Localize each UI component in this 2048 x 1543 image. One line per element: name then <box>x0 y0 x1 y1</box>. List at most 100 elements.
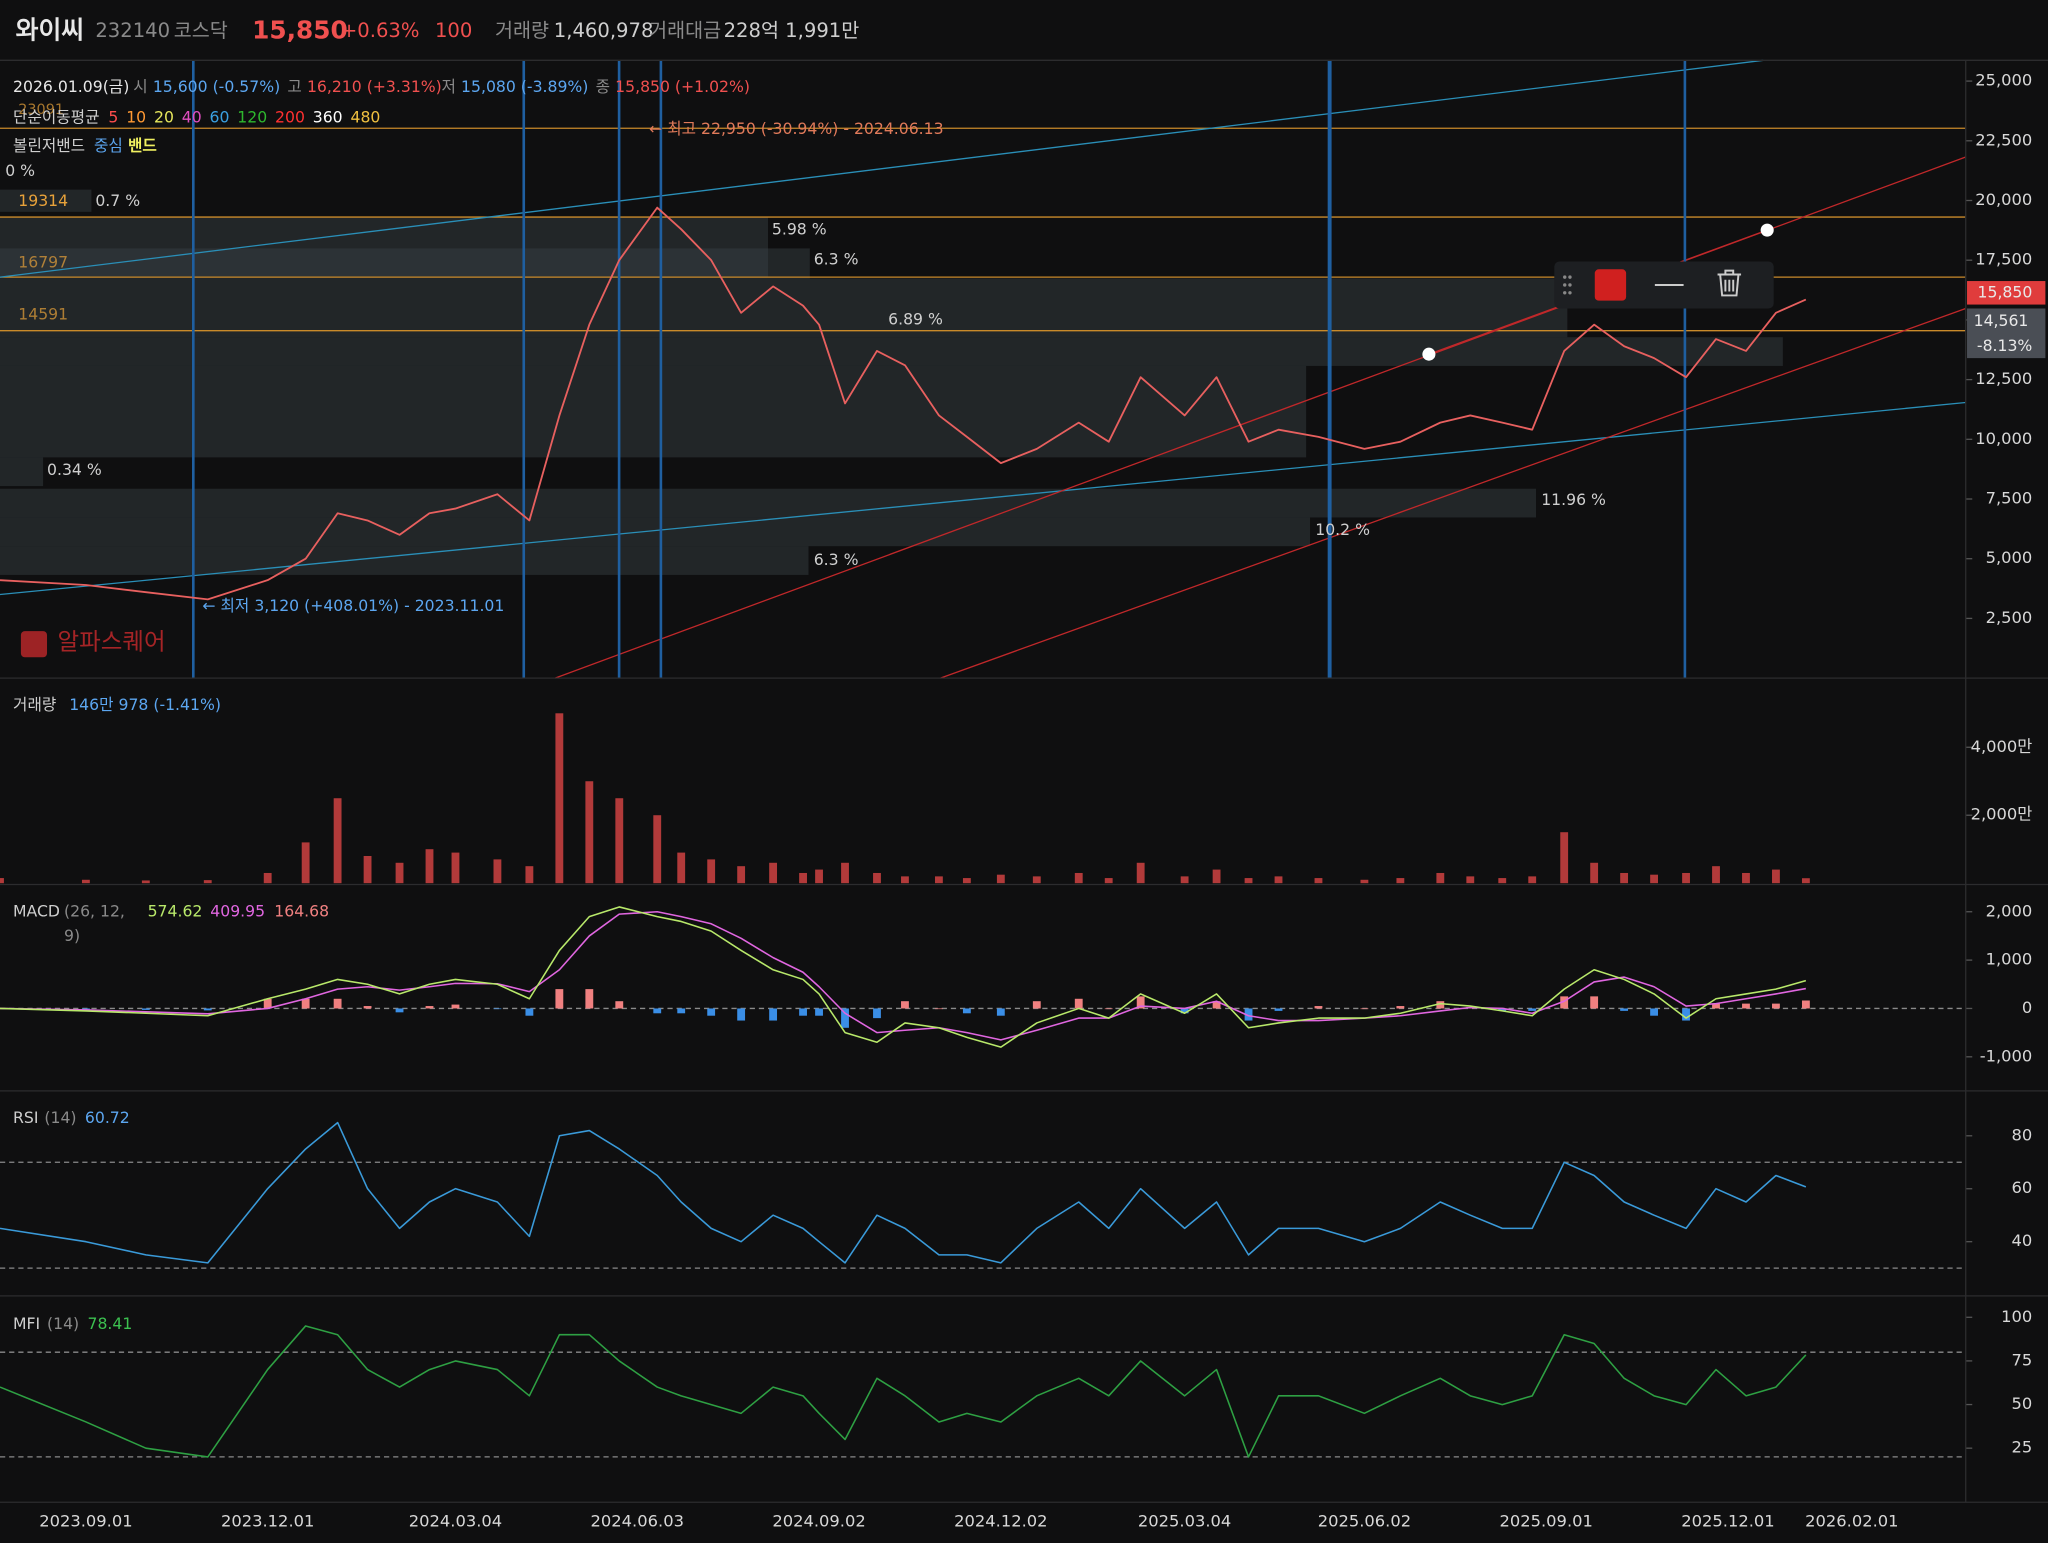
bar <box>799 872 807 884</box>
y-tick-label: 12,500 <box>1975 369 2032 388</box>
profile-box <box>0 217 768 278</box>
profile-box <box>0 457 44 487</box>
plots: 2,5005,0007,50010,00012,50015,00017,5002… <box>0 71 2033 1530</box>
bollinger-label: 볼린저밴드 <box>13 136 85 155</box>
x-tick-label: 2024.12.02 <box>954 1511 1047 1530</box>
profile-label: 6.3 % <box>814 550 859 569</box>
bar <box>615 798 624 884</box>
last-price-tag <box>1967 281 2046 305</box>
color-button[interactable] <box>1594 269 1627 301</box>
low-annotation: ← 최저 3,120 (+408.01%) - 2023.11.01 <box>202 596 504 615</box>
bar <box>333 998 342 1009</box>
bar <box>1180 876 1189 884</box>
bar <box>707 1008 716 1016</box>
bar <box>525 1008 534 1016</box>
open: 15,600 (-0.57%) <box>153 77 280 96</box>
bar <box>1032 1001 1041 1009</box>
mfi-params: (14) <box>47 1314 79 1333</box>
panel-frames <box>0 59 2048 1503</box>
price: 15,850 <box>252 16 348 45</box>
macd-params: 9) <box>64 926 80 945</box>
bar <box>1104 1008 1113 1010</box>
change: +0.63% <box>341 19 420 42</box>
bar <box>841 1008 849 1028</box>
y-tick-label: 20,000 <box>1975 190 2032 209</box>
bar <box>263 872 272 884</box>
bar <box>934 1008 943 1010</box>
bar <box>677 1008 686 1014</box>
drag-handle[interactable] <box>1563 291 1567 295</box>
x-tick-label: 2025.12.01 <box>1681 1511 1774 1530</box>
bar <box>81 879 90 884</box>
quantity: 100 <box>435 19 472 42</box>
bar <box>1314 1006 1323 1009</box>
bar <box>1244 1008 1253 1021</box>
profile-box <box>0 517 1311 547</box>
drag-handle[interactable] <box>1568 283 1572 287</box>
y-tick-label: 10,000 <box>1975 429 2032 448</box>
bar <box>799 1008 807 1016</box>
bar <box>873 872 881 884</box>
bar <box>555 989 564 1009</box>
trend-line <box>940 307 1966 679</box>
bar <box>141 1008 150 1010</box>
date: 2026.01.09(금) <box>13 77 129 96</box>
trend-line <box>0 401 1966 596</box>
drag-handle[interactable] <box>1568 275 1572 279</box>
level-label: 23091 <box>18 102 64 118</box>
profile-box <box>0 189 92 212</box>
watermark-logo <box>20 631 48 658</box>
profile-label: 5.98 % <box>772 220 827 239</box>
bar <box>962 878 971 884</box>
close-label: 종 <box>596 77 610 96</box>
bar <box>901 876 909 884</box>
bar <box>1436 1001 1445 1009</box>
profile-label: 0.34 % <box>47 460 102 479</box>
drag-handle[interactable] <box>1563 283 1567 287</box>
amount-label: 거래대금 <box>649 19 721 42</box>
stock-name: 와이씨 <box>16 16 84 45</box>
y-tick-label: 4,000만 <box>1971 737 2033 756</box>
drag-handle[interactable] <box>1563 275 1567 279</box>
profile-label: 11.96 % <box>1541 490 1606 509</box>
drag-handle[interactable] <box>1568 291 1572 295</box>
bar <box>1436 872 1445 884</box>
bar <box>425 849 434 884</box>
trend-line <box>0 59 1764 278</box>
price-legend: 2026.01.09(금) 시 15,600 (-0.57%) 고 16,210… <box>5 77 750 180</box>
bar <box>1620 1008 1629 1011</box>
bar <box>1212 869 1221 884</box>
y-tick-label: 0 <box>2022 998 2032 1017</box>
bar <box>1032 876 1041 884</box>
bar <box>1620 872 1629 884</box>
rsi-label: RSI <box>13 1108 38 1127</box>
anchor-point[interactable] <box>1422 347 1436 361</box>
delete-button[interactable] <box>1717 269 1742 297</box>
watermark: 알파스퀘어 <box>57 627 165 655</box>
series-line <box>0 206 1807 601</box>
anchor-point[interactable] <box>1760 223 1774 237</box>
y-tick-label: 75 <box>2012 1350 2033 1369</box>
bar <box>1396 878 1405 884</box>
bar <box>1360 1008 1369 1010</box>
bar <box>996 1008 1005 1016</box>
profile-box <box>0 488 1536 518</box>
y-tick-label: 100 <box>2001 1307 2032 1326</box>
bollinger-band: 밴드 <box>128 136 157 155</box>
y-tick-label: 7,500 <box>1986 489 2033 508</box>
bar <box>451 852 460 884</box>
ma-label: 단순이동평균 <box>13 107 99 126</box>
bar <box>395 862 404 884</box>
ma-period: 5 <box>108 107 118 126</box>
bar <box>1180 1008 1189 1014</box>
bar <box>873 1008 881 1019</box>
x-tick-label: 2023.12.01 <box>221 1511 314 1530</box>
macd-value: 574.62 <box>148 901 203 920</box>
bar <box>1682 1008 1690 1021</box>
bollinger-center: 중심 <box>94 136 123 155</box>
bar <box>1772 869 1780 884</box>
rsi-params: (14) <box>44 1108 76 1127</box>
bar <box>1682 872 1690 884</box>
avg-change: -8.13% <box>1977 336 2033 355</box>
bar <box>1074 872 1083 884</box>
